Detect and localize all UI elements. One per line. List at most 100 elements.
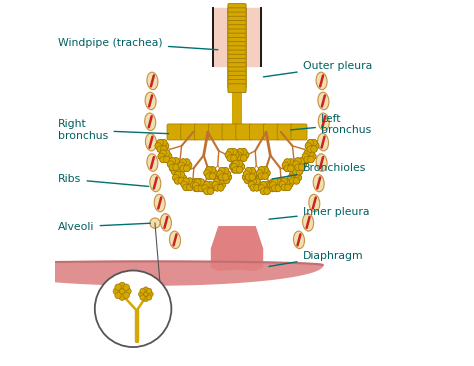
Circle shape bbox=[281, 178, 288, 184]
Circle shape bbox=[284, 159, 291, 165]
Circle shape bbox=[218, 184, 224, 191]
Circle shape bbox=[183, 178, 189, 184]
Circle shape bbox=[256, 170, 263, 176]
Circle shape bbox=[192, 179, 199, 185]
Text: Ribs: Ribs bbox=[58, 174, 148, 186]
Circle shape bbox=[264, 182, 270, 188]
Circle shape bbox=[185, 162, 192, 168]
Circle shape bbox=[222, 174, 229, 180]
Circle shape bbox=[192, 185, 199, 191]
Circle shape bbox=[298, 164, 305, 171]
FancyBboxPatch shape bbox=[291, 124, 307, 140]
Circle shape bbox=[143, 292, 148, 297]
Circle shape bbox=[312, 143, 319, 149]
Circle shape bbox=[310, 153, 316, 160]
Circle shape bbox=[308, 156, 314, 163]
Circle shape bbox=[173, 175, 179, 181]
FancyBboxPatch shape bbox=[228, 50, 246, 59]
Circle shape bbox=[138, 292, 144, 297]
Circle shape bbox=[169, 158, 176, 164]
Circle shape bbox=[256, 170, 263, 176]
Circle shape bbox=[143, 296, 148, 302]
Circle shape bbox=[186, 178, 193, 184]
Circle shape bbox=[295, 164, 301, 171]
Circle shape bbox=[214, 184, 220, 191]
Circle shape bbox=[290, 162, 296, 168]
Circle shape bbox=[180, 159, 186, 165]
Circle shape bbox=[204, 170, 210, 176]
Circle shape bbox=[225, 174, 232, 180]
Circle shape bbox=[157, 146, 164, 152]
Circle shape bbox=[175, 162, 182, 169]
Circle shape bbox=[305, 143, 312, 149]
Circle shape bbox=[150, 218, 160, 228]
Circle shape bbox=[173, 164, 179, 171]
Circle shape bbox=[265, 185, 272, 191]
Circle shape bbox=[231, 167, 238, 173]
Circle shape bbox=[244, 177, 251, 183]
Circle shape bbox=[281, 184, 288, 191]
Circle shape bbox=[223, 177, 230, 183]
Circle shape bbox=[248, 177, 255, 183]
Circle shape bbox=[113, 288, 119, 295]
Circle shape bbox=[230, 149, 237, 155]
Circle shape bbox=[192, 182, 199, 188]
Circle shape bbox=[204, 188, 210, 194]
Circle shape bbox=[209, 173, 216, 179]
Ellipse shape bbox=[147, 154, 158, 171]
Circle shape bbox=[229, 163, 236, 170]
Circle shape bbox=[204, 170, 210, 176]
Circle shape bbox=[170, 165, 176, 172]
Ellipse shape bbox=[309, 194, 320, 212]
Circle shape bbox=[148, 292, 153, 297]
Circle shape bbox=[161, 139, 167, 146]
Circle shape bbox=[123, 292, 129, 299]
Circle shape bbox=[251, 171, 257, 177]
Circle shape bbox=[178, 162, 184, 168]
Circle shape bbox=[295, 175, 301, 181]
Circle shape bbox=[296, 162, 302, 169]
Circle shape bbox=[258, 167, 265, 173]
Circle shape bbox=[293, 171, 300, 178]
Circle shape bbox=[269, 185, 276, 192]
Circle shape bbox=[264, 170, 270, 176]
Circle shape bbox=[177, 165, 183, 172]
Circle shape bbox=[298, 165, 304, 172]
Circle shape bbox=[231, 163, 237, 170]
Circle shape bbox=[155, 143, 162, 149]
Circle shape bbox=[275, 185, 282, 191]
Circle shape bbox=[183, 159, 190, 165]
Circle shape bbox=[188, 181, 195, 187]
Circle shape bbox=[284, 165, 291, 172]
Circle shape bbox=[95, 270, 172, 347]
Circle shape bbox=[254, 178, 260, 185]
Circle shape bbox=[310, 146, 317, 152]
Circle shape bbox=[298, 158, 305, 164]
Circle shape bbox=[310, 139, 317, 146]
Circle shape bbox=[223, 171, 230, 177]
Circle shape bbox=[272, 185, 278, 191]
Circle shape bbox=[225, 174, 232, 180]
Circle shape bbox=[173, 158, 179, 164]
Circle shape bbox=[250, 184, 256, 191]
Circle shape bbox=[204, 188, 210, 194]
Circle shape bbox=[275, 179, 282, 185]
Circle shape bbox=[282, 162, 289, 168]
Circle shape bbox=[202, 185, 209, 191]
Circle shape bbox=[158, 153, 164, 160]
Circle shape bbox=[164, 156, 170, 163]
Circle shape bbox=[307, 139, 313, 146]
FancyBboxPatch shape bbox=[228, 84, 246, 93]
Circle shape bbox=[169, 164, 176, 171]
Circle shape bbox=[302, 153, 309, 160]
Circle shape bbox=[180, 159, 186, 165]
Circle shape bbox=[219, 182, 226, 188]
Circle shape bbox=[196, 185, 202, 191]
Ellipse shape bbox=[150, 174, 161, 192]
Polygon shape bbox=[213, 8, 261, 66]
Circle shape bbox=[224, 171, 231, 177]
FancyBboxPatch shape bbox=[228, 46, 246, 55]
Circle shape bbox=[262, 167, 268, 173]
FancyBboxPatch shape bbox=[181, 124, 197, 140]
Circle shape bbox=[160, 150, 166, 156]
